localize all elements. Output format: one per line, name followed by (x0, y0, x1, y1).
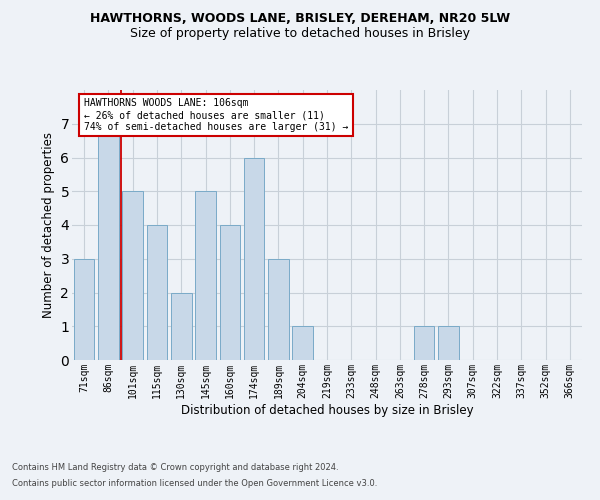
Bar (438, 326, 459, 360)
Text: Contains HM Land Registry data © Crown copyright and database right 2024.: Contains HM Land Registry data © Crown c… (12, 464, 338, 472)
Text: HAWTHORNS WOODS LANE: 106sqm
← 26% of detached houses are smaller (11)
74% of se: HAWTHORNS WOODS LANE: 106sqm ← 26% of de… (84, 98, 349, 132)
Bar (195, 191, 216, 360)
Y-axis label: Number of detached properties: Number of detached properties (42, 132, 55, 318)
Bar (98, 124, 119, 360)
Text: HAWTHORNS, WOODS LANE, BRISLEY, DEREHAM, NR20 5LW: HAWTHORNS, WOODS LANE, BRISLEY, DEREHAM,… (90, 12, 510, 26)
Bar (292, 326, 313, 360)
Text: Contains public sector information licensed under the Open Government Licence v3: Contains public sector information licen… (12, 478, 377, 488)
Bar (74, 259, 94, 360)
Bar (171, 292, 191, 360)
X-axis label: Distribution of detached houses by size in Brisley: Distribution of detached houses by size … (181, 404, 473, 416)
Bar (122, 191, 143, 360)
Bar (244, 158, 265, 360)
Bar (414, 326, 434, 360)
Text: Size of property relative to detached houses in Brisley: Size of property relative to detached ho… (130, 28, 470, 40)
Bar (146, 225, 167, 360)
Bar (220, 225, 240, 360)
Bar (268, 259, 289, 360)
